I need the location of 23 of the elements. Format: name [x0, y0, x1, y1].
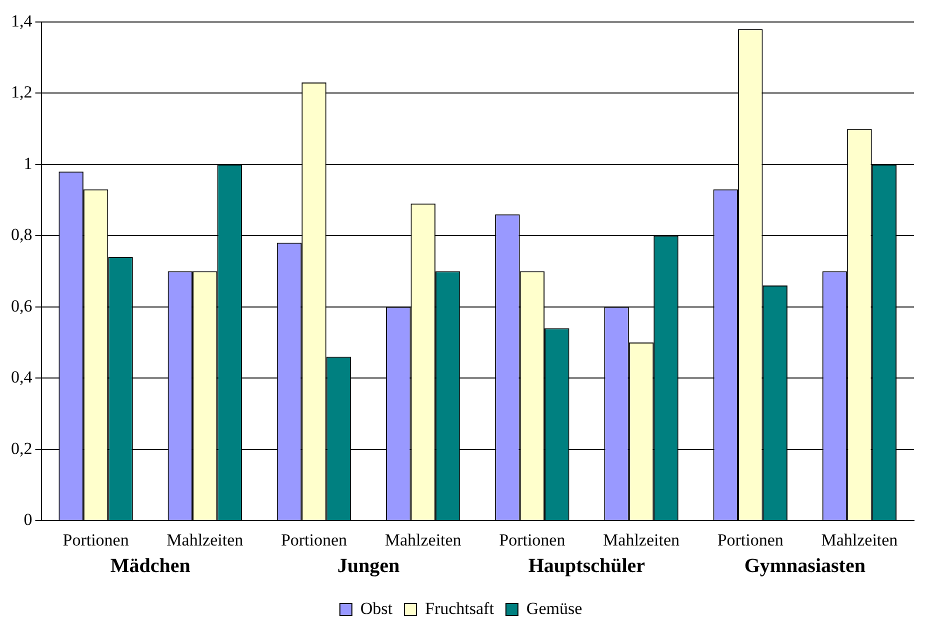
text: Jungen — [337, 554, 400, 577]
y-tick-label: 1,4 — [11, 11, 33, 30]
legend-label: Fruchtsaft — [424, 598, 494, 618]
legend-label: Obst — [360, 598, 393, 618]
legend-label: Gemüse — [526, 598, 582, 618]
x-tick-label: Portionen — [717, 530, 784, 550]
x-tick-label: Mahlzeiten — [166, 530, 244, 550]
x-tick-label: Mahlzeiten — [384, 530, 462, 550]
x-tick-label: Portionen — [280, 530, 348, 550]
y-tick-label: 0,6 — [11, 296, 32, 316]
x-tick-label: Portionen — [499, 530, 566, 550]
y-tick-label: 0,4 — [11, 368, 33, 387]
text: Mädchen — [110, 554, 190, 577]
y-tick-label: 1 — [24, 154, 32, 173]
y-tick-label: 0,8 — [11, 225, 32, 244]
x-tick-label: Portionen — [62, 530, 130, 550]
y-tick-label: 0,2 — [11, 438, 32, 458]
text: Hauptschüler — [528, 554, 646, 577]
text: Gymnasiasten — [744, 554, 866, 577]
y-tick-label: 0 — [24, 510, 32, 530]
x-tick-label: Mahlzeiten — [603, 530, 680, 550]
y-tick-label: 1,2 — [11, 82, 32, 102]
x-tick-label: Mahlzeiten — [821, 530, 898, 550]
